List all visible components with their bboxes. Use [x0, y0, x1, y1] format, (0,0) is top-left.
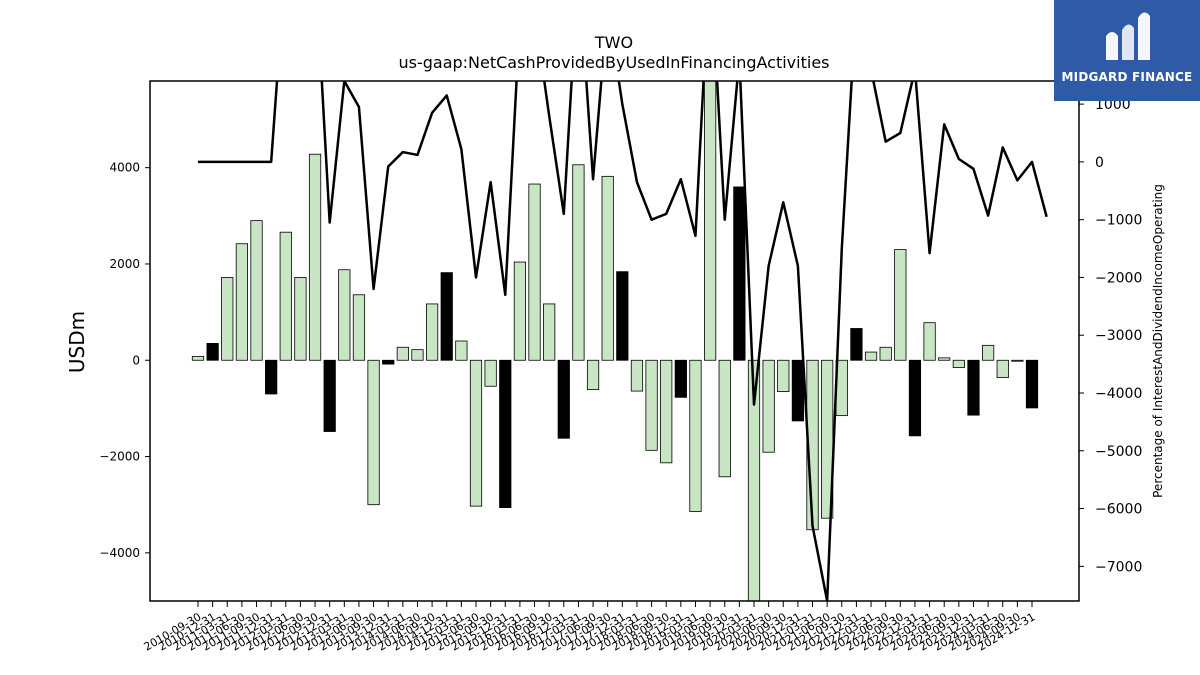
bar-2017-03-31 [572, 164, 585, 361]
bar-2010-09-30 [191, 356, 205, 361]
y-tick-label: 0 [132, 353, 140, 367]
bar-2019-06-30 [704, 80, 717, 361]
bar-2013-12-31 [382, 359, 395, 365]
y2-tick-label: −1000 [1095, 213, 1142, 229]
bar-2018-12-31 [674, 359, 687, 398]
bar-2017-09-30 [601, 175, 614, 361]
bar-2017-12-31 [616, 271, 629, 361]
bar-2021-12-31 [850, 328, 863, 361]
bar-2023-06-30 [938, 357, 951, 361]
bar-2024-12-31 [1025, 359, 1039, 409]
x-axis: 2010-09-302010-12-312011-03-312011-06-30… [142, 601, 1038, 654]
bar-2018-06-30 [645, 359, 658, 451]
bar-2011-03-31 [221, 277, 234, 361]
logo-mark-icon [1106, 12, 1150, 61]
bar-2010-12-31 [206, 343, 219, 361]
logo: MIDGARD FINANCE [1054, 0, 1200, 101]
bar-2013-09-30 [367, 359, 380, 506]
bar-2022-03-31 [864, 351, 878, 361]
bar-2012-03-31 [279, 231, 292, 361]
bar-2023-03-31 [923, 322, 936, 361]
plot-frame [149, 80, 1080, 602]
line-series [198, 81, 1048, 601]
bar-2019-03-31 [689, 359, 702, 512]
bar-2015-06-30 [469, 359, 483, 507]
bar-2014-09-30 [425, 303, 439, 361]
y-axis-left: −4000 −2000 0 2000 4000 [99, 161, 150, 560]
bar-2014-12-31 [440, 272, 453, 361]
bar-2020-09-30 [777, 359, 790, 392]
y-tick-label: −2000 [99, 450, 140, 464]
bar-2024-09-30 [1011, 359, 1024, 362]
bar-2016-03-31 [513, 261, 527, 361]
y2-tick-label: −2000 [1095, 270, 1142, 286]
bar-2011-09-30 [250, 220, 263, 361]
y2-tick-label: 1000 [1095, 97, 1131, 113]
bar-2019-09-30 [718, 359, 731, 478]
bar-2016-12-31 [557, 359, 570, 439]
y-tick-label: −4000 [99, 546, 140, 560]
y-axis-label: USDm [65, 311, 89, 373]
y2-axis-label: Percentage of InterestAndDividendIncomeO… [1151, 184, 1165, 498]
bar-series [191, 80, 1039, 602]
bar-2020-12-31 [791, 359, 805, 422]
bar-2016-06-30 [528, 183, 541, 361]
y2-tick-label: −4000 [1095, 386, 1142, 402]
chart-subtitle: us-gaap:NetCashProvidedByUsedInFinancing… [398, 53, 829, 72]
bar-2020-06-30 [762, 359, 775, 453]
bar-2022-09-30 [894, 249, 907, 361]
bar-2012-09-30 [308, 153, 322, 361]
bar-2014-03-31 [396, 346, 409, 361]
bar-2013-03-31 [338, 269, 351, 361]
bar-2022-06-30 [879, 346, 892, 361]
bar-2016-09-30 [543, 303, 556, 361]
y-tick-label: 4000 [109, 161, 140, 175]
bar-2018-03-31 [630, 359, 644, 392]
bar-2022-12-31 [908, 359, 922, 437]
percentage-line [198, 81, 1048, 601]
bar-2018-09-30 [660, 359, 673, 464]
logo-text: MIDGARD FINANCE [1061, 70, 1193, 84]
y2-tick-label: 0 [1095, 155, 1104, 171]
bar-2011-12-31 [265, 359, 278, 395]
bar-2017-06-30 [586, 359, 600, 391]
bar-2011-06-30 [235, 243, 249, 361]
bar-2015-09-30 [484, 359, 497, 387]
bar-2014-06-30 [411, 349, 424, 361]
bar-2023-12-31 [967, 359, 980, 416]
y2-tick-label: −7000 [1095, 559, 1142, 575]
y-axis-right: −7000 −6000 −5000 −4000 −3000 −2000 −1000 0 1000 [1079, 97, 1142, 575]
bar-2024-03-31 [982, 344, 995, 361]
chart-title: TWO [594, 33, 633, 52]
y2-tick-label: −3000 [1095, 328, 1142, 344]
y-tick-label: 2000 [109, 257, 140, 271]
bar-2019-12-31 [733, 186, 746, 361]
bar-2013-06-30 [352, 294, 366, 361]
bar-2015-03-31 [455, 340, 468, 361]
bar-2024-06-30 [996, 359, 1009, 378]
y2-tick-label: −5000 [1095, 444, 1142, 460]
bar-2015-12-31 [499, 359, 512, 508]
y2-tick-label: −6000 [1095, 502, 1142, 518]
bar-2023-09-30 [952, 359, 965, 368]
bar-2012-06-30 [294, 277, 307, 361]
bar-2012-12-31 [323, 359, 336, 432]
